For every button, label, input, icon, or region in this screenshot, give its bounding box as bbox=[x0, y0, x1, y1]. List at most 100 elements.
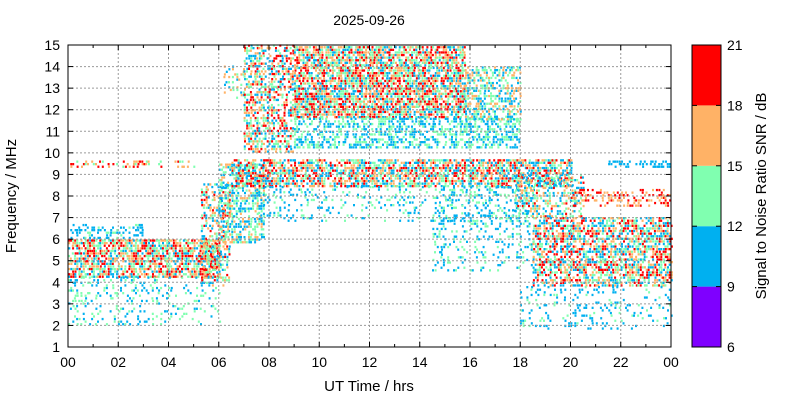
snr-cell bbox=[239, 223, 242, 226]
snr-cell bbox=[440, 85, 443, 88]
snr-cell bbox=[407, 51, 410, 54]
snr-cell bbox=[455, 51, 457, 54]
snr-cell bbox=[363, 133, 366, 136]
snr-cell bbox=[80, 273, 83, 276]
snr-cell bbox=[294, 100, 297, 103]
snr-cell bbox=[396, 146, 399, 149]
snr-cell bbox=[168, 273, 171, 276]
snr-cell bbox=[415, 79, 418, 83]
snr-cell bbox=[447, 56, 449, 59]
snr-cell bbox=[76, 279, 78, 282]
snr-cell bbox=[432, 97, 435, 101]
snr-cell bbox=[472, 138, 475, 141]
snr-cell bbox=[321, 79, 324, 83]
snr-cell bbox=[450, 113, 453, 116]
snr-cell bbox=[292, 114, 294, 117]
snr-cell bbox=[217, 244, 219, 247]
snr-cell bbox=[369, 48, 372, 51]
snr-cell bbox=[380, 56, 383, 59]
snr-cell bbox=[111, 297, 114, 300]
snr-cell bbox=[371, 117, 374, 120]
snr-cell bbox=[101, 275, 104, 278]
snr-cell bbox=[108, 165, 111, 168]
snr-cell bbox=[409, 135, 412, 139]
snr-cell bbox=[248, 122, 251, 125]
snr-cell bbox=[459, 53, 462, 57]
snr-cell bbox=[472, 130, 475, 133]
snr-cell bbox=[315, 143, 318, 146]
snr-cell bbox=[436, 97, 439, 101]
snr-cell bbox=[436, 133, 439, 136]
snr-cell bbox=[281, 59, 284, 63]
snr-cell bbox=[172, 247, 175, 250]
snr-cell bbox=[90, 299, 93, 303]
snr-cell bbox=[114, 270, 117, 273]
snr-cell bbox=[195, 270, 198, 273]
snr-cell bbox=[250, 137, 253, 140]
snr-cell bbox=[371, 87, 374, 90]
snr-cell bbox=[253, 217, 256, 221]
snr-cell bbox=[379, 97, 382, 101]
snr-cell bbox=[170, 289, 173, 292]
snr-cell bbox=[249, 49, 252, 52]
snr-cell bbox=[122, 165, 125, 168]
snr-cell bbox=[344, 46, 347, 49]
snr-cell bbox=[344, 72, 347, 75]
snr-cell bbox=[388, 51, 391, 54]
snr-cell bbox=[440, 64, 443, 67]
snr-cell bbox=[450, 85, 453, 88]
snr-cell bbox=[84, 260, 87, 263]
snr-cell bbox=[143, 286, 146, 290]
snr-cell bbox=[359, 59, 361, 62]
snr-cell bbox=[304, 92, 307, 95]
snr-cell bbox=[323, 113, 326, 116]
snr-cell bbox=[497, 125, 499, 128]
snr-cell bbox=[378, 141, 381, 144]
snr-cell bbox=[331, 74, 334, 77]
snr-cell bbox=[371, 79, 374, 83]
snr-cell bbox=[112, 163, 115, 166]
snr-cell bbox=[95, 297, 98, 300]
snr-cell bbox=[314, 85, 317, 88]
snr-cell bbox=[262, 124, 265, 127]
snr-cell bbox=[388, 143, 391, 146]
snr-cell bbox=[263, 109, 266, 112]
snr-cell bbox=[338, 92, 341, 95]
snr-cell bbox=[455, 141, 458, 144]
snr-cell bbox=[70, 229, 73, 232]
snr-cell bbox=[402, 135, 405, 139]
snr-cell bbox=[260, 147, 263, 151]
snr-cell bbox=[424, 143, 427, 146]
snr-cell bbox=[317, 90, 320, 93]
snr-cell bbox=[436, 79, 439, 83]
snr-cell bbox=[441, 69, 443, 72]
snr-cell bbox=[260, 124, 263, 127]
snr-cell bbox=[350, 79, 353, 83]
snr-cell bbox=[113, 242, 116, 245]
snr-cell bbox=[223, 176, 226, 179]
snr-cell bbox=[240, 202, 242, 205]
snr-cell bbox=[273, 67, 276, 70]
snr-cell bbox=[309, 46, 311, 49]
snr-cell bbox=[388, 69, 391, 72]
snr-cell bbox=[409, 130, 412, 133]
snr-cell bbox=[145, 299, 148, 303]
snr-cell bbox=[217, 266, 220, 269]
snr-cell bbox=[254, 191, 257, 195]
snr-cell bbox=[260, 204, 263, 208]
snr-cell bbox=[328, 120, 330, 123]
snr-cell bbox=[218, 270, 221, 273]
snr-cell bbox=[221, 263, 224, 266]
snr-cell bbox=[222, 279, 225, 282]
snr-cell bbox=[420, 87, 422, 90]
snr-cell bbox=[248, 111, 250, 114]
snr-cell bbox=[434, 108, 437, 111]
snr-cell bbox=[413, 59, 416, 62]
snr-cell bbox=[428, 69, 431, 72]
snr-cell bbox=[451, 95, 454, 98]
snr-cell bbox=[417, 110, 420, 114]
snr-cell bbox=[149, 247, 152, 250]
snr-cell bbox=[396, 120, 399, 123]
snr-cell bbox=[281, 57, 284, 60]
snr-cell bbox=[233, 207, 236, 210]
